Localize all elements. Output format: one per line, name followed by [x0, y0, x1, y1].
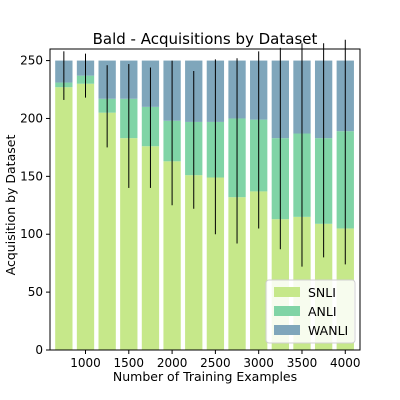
bar-snli-3000	[250, 191, 268, 350]
x-tick-label: 1500	[114, 356, 145, 370]
legend-swatch-snli	[274, 287, 300, 297]
error-bars-group	[63, 39, 346, 267]
x-tick-label: 4000	[330, 356, 361, 370]
y-tick-label: 150	[20, 169, 43, 183]
legend-label-wanli: WANLI	[308, 323, 348, 338]
y-tick-label: 0	[35, 343, 43, 357]
x-tick-label: 2500	[200, 356, 231, 370]
x-tick-label: 2000	[157, 356, 188, 370]
y-tick-label: 250	[20, 54, 43, 68]
x-axis-label: Number of Training Examples	[113, 369, 297, 384]
x-tick-label: 3000	[243, 356, 274, 370]
legend-label-snli: SNLI	[308, 285, 336, 300]
bar-snli-1000	[76, 83, 95, 350]
y-ticks-group: 0 50 100 150 200 250	[20, 54, 50, 357]
bar-snli-2750	[228, 197, 246, 350]
bars-group	[55, 60, 354, 350]
legend-swatch-wanli	[274, 325, 300, 335]
legend-swatch-anli	[274, 306, 300, 316]
y-tick-label: 50	[28, 285, 43, 299]
y-tick-label: 100	[20, 227, 43, 241]
legend-label-anli: ANLI	[308, 304, 337, 319]
axes-group	[49, 48, 361, 351]
bar-snli-750	[55, 87, 73, 350]
x-tick-label: 3500	[287, 356, 318, 370]
bar-snli-2250	[185, 175, 203, 350]
bar-snli-1500	[120, 138, 138, 350]
plot-frame	[49, 48, 361, 351]
bar-snli-1750	[141, 146, 160, 350]
x-ticks-group: 1000 1500 2000 2500 3000 3500 4000	[70, 350, 361, 370]
bar-snli-2500	[206, 177, 225, 350]
legend: SNLI ANLI WANLI	[265, 279, 356, 344]
bar-snli-2000	[163, 161, 181, 350]
bar-snli-1250	[98, 112, 116, 350]
y-tick-label: 200	[20, 111, 43, 125]
chart-title: Bald - Acquisitions by Dataset	[93, 30, 318, 48]
x-tick-label: 1000	[70, 356, 101, 370]
y-axis-label: Acquisition by Dataset	[3, 135, 18, 276]
